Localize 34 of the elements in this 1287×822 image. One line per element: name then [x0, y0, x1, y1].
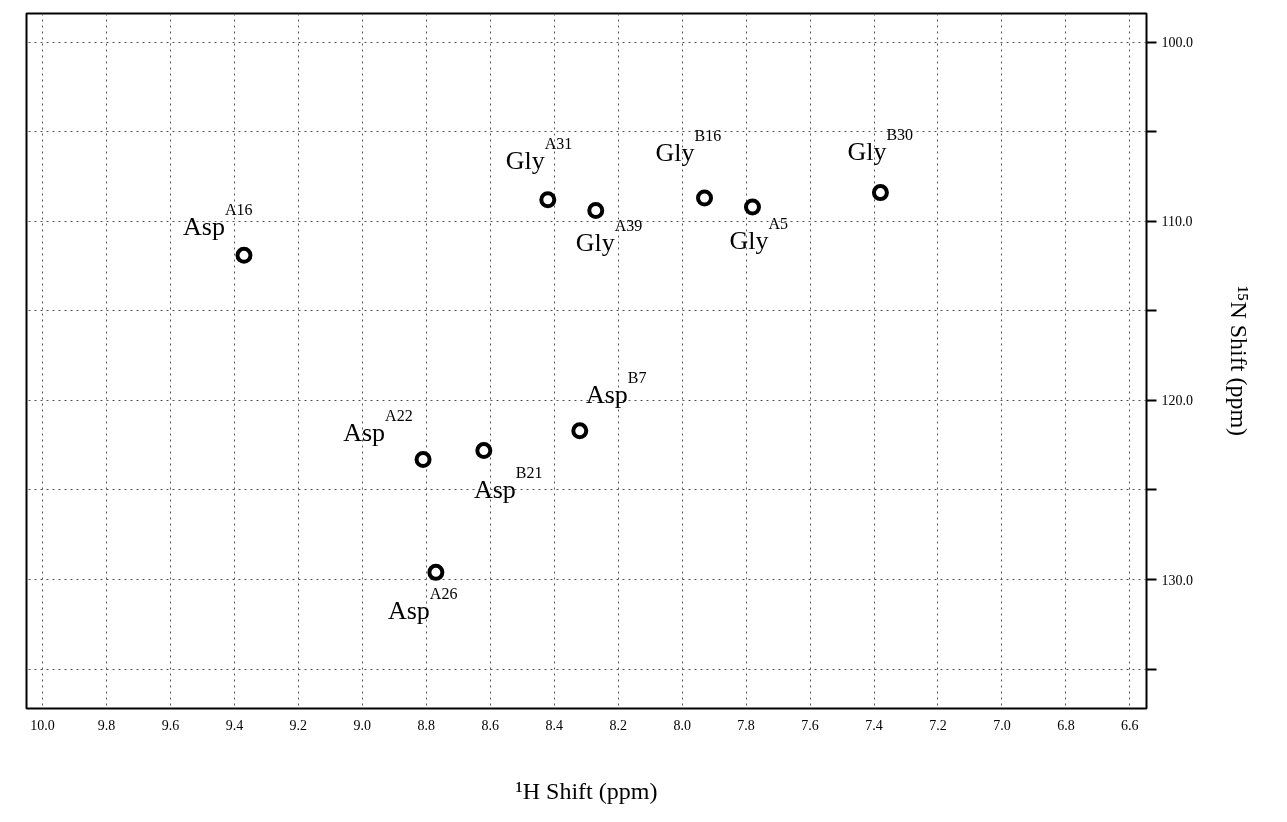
x-tick-label: 9.4: [225, 717, 244, 733]
x-tick-label: 9.8: [97, 717, 116, 733]
y-tick-label: 120.0: [1161, 393, 1193, 409]
y-axis-title: ¹⁵N Shift (ppm): [1226, 285, 1252, 437]
x-tick-label: 7.0: [993, 717, 1011, 733]
point: [871, 184, 889, 202]
x-tick-label: 6.8: [1057, 717, 1075, 733]
x-tick-label: 8.8: [417, 717, 436, 733]
x-tick-label: 6.6: [1121, 717, 1139, 733]
point: [571, 422, 589, 440]
x-tick-label: 9.2: [289, 717, 308, 733]
point: [475, 442, 493, 460]
x-tick-label: 7.6: [801, 717, 819, 733]
x-tick-label: 9.6: [161, 717, 180, 733]
y-tick-label: 110.0: [1161, 214, 1193, 230]
x-axis-title: ¹H Shift (ppm): [515, 777, 658, 804]
point: [235, 246, 253, 264]
y-tick-label: 130.0: [1161, 572, 1193, 588]
x-tick-label: 8.2: [609, 717, 627, 733]
x-tick-label: 7.2: [929, 717, 947, 733]
x-tick-label: 9.0: [353, 717, 372, 733]
x-tick-label: 7.8: [737, 717, 755, 733]
point: [539, 191, 557, 209]
x-tick-label: 10.0: [30, 717, 55, 733]
x-tick-label: 7.4: [865, 717, 883, 733]
x-tick-label: 8.0: [673, 717, 691, 733]
point: [587, 202, 605, 220]
point: [414, 451, 432, 469]
y-tick-label: 100.0: [1161, 35, 1193, 51]
x-tick-label: 8.6: [481, 717, 499, 733]
point: [743, 198, 761, 216]
point: [696, 189, 714, 207]
x-tick-label: 8.4: [545, 717, 563, 733]
point: [427, 563, 445, 581]
